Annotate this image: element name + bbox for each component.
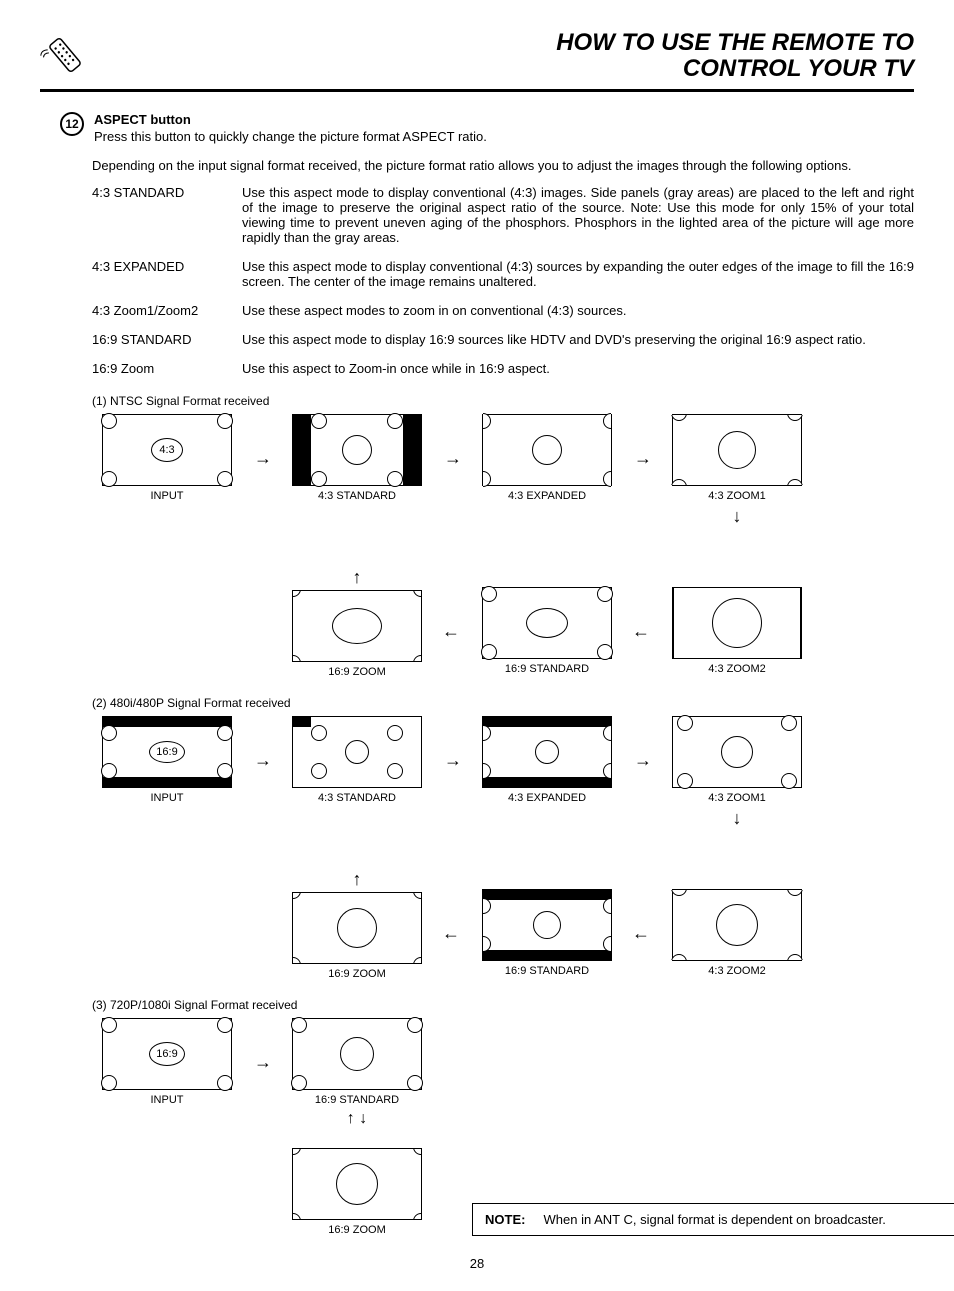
- signal-2-caption: (2) 480i/480P Signal Format received: [92, 696, 914, 710]
- diagram-43-zoom1: 4:3 ZOOM1 ↓: [662, 414, 812, 527]
- arrow-right-icon: →: [254, 448, 272, 469]
- section-number: 12: [60, 112, 84, 136]
- diagram-43-zoom2: 4:3 ZOOM2 ←: [662, 869, 812, 977]
- diagram-43-standard: 4:3 STANDARD →: [282, 414, 432, 502]
- mode-label: 4:3 STANDARD: [92, 185, 222, 245]
- diagram-169-zoom: ↑ 16:9 ZOOM: [282, 567, 432, 678]
- mode-desc: Use this aspect to Zoom-in once while in…: [242, 361, 914, 376]
- arrow-left-icon: ←: [632, 621, 650, 642]
- caption-input: INPUT: [92, 1094, 242, 1106]
- diagram-169-zoom: ↑ 16:9 ZOOM: [282, 869, 432, 980]
- intro-line-1: Press this button to quickly change the …: [94, 129, 914, 144]
- mode-row: 16:9 STANDARD Use this aspect mode to di…: [92, 332, 914, 347]
- section-heading-row: 12 ASPECT button Press this button to qu…: [60, 112, 914, 156]
- section-heading: ASPECT button: [94, 112, 914, 127]
- remote-icon: [40, 30, 90, 83]
- caption-169-zoom: 16:9 ZOOM: [282, 968, 432, 980]
- mode-row: 4:3 EXPANDED Use this aspect mode to dis…: [92, 259, 914, 289]
- arrow-right-icon: →: [444, 750, 462, 771]
- caption-169-standard: 16:9 STANDARD: [472, 663, 622, 675]
- arrow-down-icon: ↓: [662, 506, 812, 527]
- mode-label: 4:3 Zoom1/Zoom2: [92, 303, 222, 318]
- arrow-right-icon: →: [254, 1052, 272, 1073]
- arrow-down-icon: ↓: [662, 808, 812, 829]
- note-label: NOTE:: [485, 1212, 525, 1227]
- arrow-left-icon: ←: [442, 621, 460, 642]
- caption-169-standard: 16:9 STANDARD: [472, 965, 622, 977]
- signal-2-diagram: 16:9 INPUT → 4:3 STANDARD →: [92, 716, 914, 980]
- caption-43-zoom1: 4:3 ZOOM1: [662, 792, 812, 804]
- title-line-1: HOW TO USE THE REMOTE TO: [556, 30, 914, 56]
- intro-line-2: Depending on the input signal format rec…: [92, 158, 914, 173]
- diagram-43-expanded: 4:3 EXPANDED →: [472, 414, 622, 502]
- caption-43-zoom2: 4:3 ZOOM2: [662, 663, 812, 675]
- arrow-up-icon: ↑: [282, 869, 432, 890]
- mode-desc: Use these aspect modes to zoom in on con…: [242, 303, 914, 318]
- ratio-label-43: 4:3: [151, 438, 183, 462]
- caption-169-standard: 16:9 STANDARD: [282, 1094, 432, 1106]
- page-title: HOW TO USE THE REMOTE TO CONTROL YOUR TV: [556, 30, 914, 83]
- diagram-43-expanded: 4:3 EXPANDED →: [472, 716, 622, 804]
- caption-43-expanded: 4:3 EXPANDED: [472, 490, 622, 502]
- diagram-input: 16:9 INPUT →: [92, 1018, 242, 1106]
- mode-row: 4:3 Zoom1/Zoom2 Use these aspect modes t…: [92, 303, 914, 318]
- note-text: When in ANT C, signal format is dependen…: [544, 1212, 886, 1227]
- note-box: NOTE: When in ANT C, signal format is de…: [472, 1203, 954, 1236]
- arrow-right-icon: →: [634, 448, 652, 469]
- arrow-right-icon: →: [634, 750, 652, 771]
- mode-desc: Use this aspect mode to display conventi…: [242, 185, 914, 245]
- caption-input: INPUT: [92, 490, 242, 502]
- diagram-43-zoom1: 4:3 ZOOM1 ↓: [662, 716, 812, 829]
- mode-label: 16:9 STANDARD: [92, 332, 222, 347]
- diagram-169-standard: 16:9 STANDARD ←: [472, 869, 622, 977]
- page-header: HOW TO USE THE REMOTE TO CONTROL YOUR TV: [40, 30, 914, 92]
- caption-43-zoom1: 4:3 ZOOM1: [662, 490, 812, 502]
- aspect-modes-table: 4:3 STANDARD Use this aspect mode to dis…: [92, 185, 914, 376]
- ratio-label-169: 16:9: [149, 1042, 185, 1066]
- diagram-169-standard: 16:9 STANDARD ↑ ↓: [282, 1018, 432, 1128]
- caption-43-standard: 4:3 STANDARD: [282, 490, 432, 502]
- signal-1-diagram: 4:3 INPUT → 4:3 STANDARD →: [92, 414, 914, 678]
- signal-3-diagram: 16:9 INPUT → 16:9 STANDARD ↑ ↓: [92, 1018, 914, 1236]
- mode-row: 16:9 Zoom Use this aspect to Zoom-in onc…: [92, 361, 914, 376]
- page-number: 28: [40, 1256, 914, 1271]
- mode-label: 16:9 Zoom: [92, 361, 222, 376]
- diagram-169-standard: 16:9 STANDARD ←: [472, 567, 622, 675]
- title-line-2: CONTROL YOUR TV: [556, 56, 914, 82]
- signal-3-caption: (3) 720P/1080i Signal Format received: [92, 998, 914, 1012]
- diagram-43-zoom2: 4:3 ZOOM2 ←: [662, 567, 812, 675]
- arrow-left-icon: ←: [442, 923, 460, 944]
- mode-label: 4:3 EXPANDED: [92, 259, 222, 289]
- caption-43-zoom2: 4:3 ZOOM2: [662, 965, 812, 977]
- mode-row: 4:3 STANDARD Use this aspect mode to dis…: [92, 185, 914, 245]
- caption-169-zoom: 16:9 ZOOM: [282, 666, 432, 678]
- ratio-label-169: 16:9: [149, 741, 185, 763]
- diagram-43-standard: 4:3 STANDARD →: [282, 716, 432, 804]
- diagram-input: 4:3 INPUT →: [92, 414, 242, 502]
- signal-1-caption: (1) NTSC Signal Format received: [92, 394, 914, 408]
- caption-169-zoom: 16:9 ZOOM: [282, 1224, 432, 1236]
- arrow-right-icon: →: [444, 448, 462, 469]
- arrow-left-icon: ←: [632, 923, 650, 944]
- caption-43-standard: 4:3 STANDARD: [282, 792, 432, 804]
- mode-desc: Use this aspect mode to display conventi…: [242, 259, 914, 289]
- diagram-input: 16:9 INPUT →: [92, 716, 242, 804]
- arrow-up-down-icon: ↑ ↓: [282, 1110, 432, 1128]
- caption-43-expanded: 4:3 EXPANDED: [472, 792, 622, 804]
- mode-desc: Use this aspect mode to display 16:9 sou…: [242, 332, 914, 347]
- arrow-up-icon: ↑: [282, 567, 432, 588]
- diagram-169-zoom: 16:9 ZOOM: [282, 1148, 432, 1236]
- caption-input: INPUT: [92, 792, 242, 804]
- arrow-right-icon: →: [254, 750, 272, 771]
